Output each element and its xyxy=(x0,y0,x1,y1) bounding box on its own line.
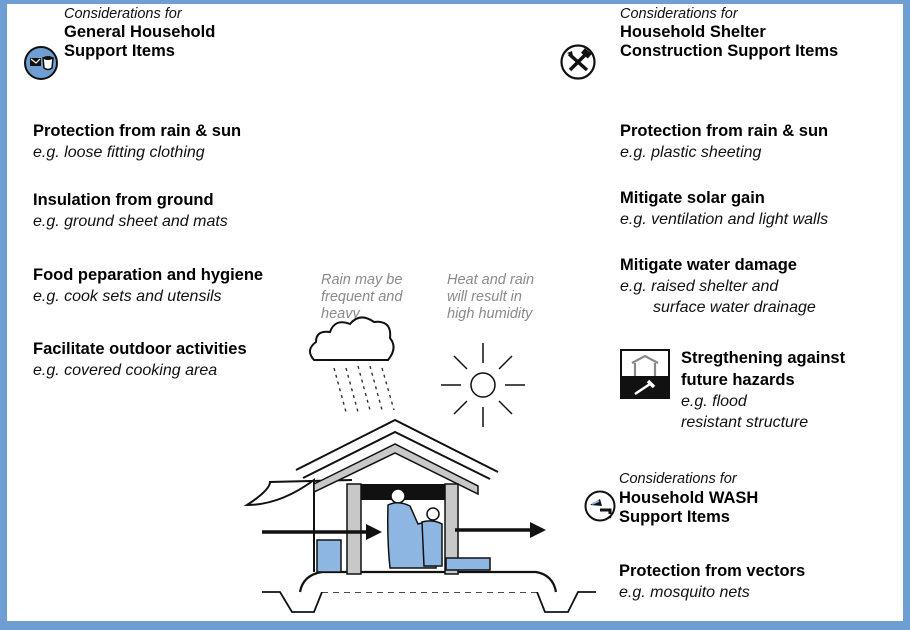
item-title: Mitigate solar gain xyxy=(620,189,765,207)
airflow-arrow xyxy=(262,522,546,540)
wash-icon xyxy=(584,490,616,522)
rain-note-line1: Rain may be xyxy=(321,272,403,288)
left-item-3: Food peparation and hygiene e.g. cook se… xyxy=(33,264,263,307)
wash-header-line1: Household WASH xyxy=(619,489,759,507)
sun-icon xyxy=(441,343,525,427)
item-title: Protection from rain & sun xyxy=(33,122,242,140)
hazard-example-line1: e.g. flood xyxy=(681,393,747,410)
heat-note-line1: Heat and rain xyxy=(447,272,535,288)
item-example-cont: surface water drainage xyxy=(653,299,816,316)
left-item-4: Facilitate outdoor activities e.g. cover… xyxy=(33,338,247,381)
people-icon xyxy=(387,488,491,571)
shelter-roof xyxy=(295,418,499,496)
hazard-item: Stregthening against future hazards e.g.… xyxy=(681,347,845,433)
item-title: Facilitate outdoor activities xyxy=(33,340,247,358)
item-title: Food peparation and hygiene xyxy=(33,266,264,284)
household-items-icon xyxy=(24,46,58,80)
item-example: e.g. cook sets and utensils xyxy=(33,288,222,305)
left-header-italic: Considerations for xyxy=(64,6,182,22)
left-post xyxy=(346,483,362,575)
hazard-title-line2: future hazards xyxy=(681,371,795,389)
rain-cloud-icon xyxy=(309,316,395,413)
side-sheet xyxy=(243,478,353,572)
wash-item: Protection from vectors e.g. mosquito ne… xyxy=(619,560,805,603)
right-header-line2: Construction Support Items xyxy=(620,42,839,60)
ground xyxy=(262,570,596,613)
item-example: e.g. ventilation and light walls xyxy=(620,211,829,228)
left-item-2: Insulation from ground e.g. ground sheet… xyxy=(33,189,228,232)
hazard-strengthening-icon xyxy=(620,349,670,399)
right-header-line1: Household Shelter xyxy=(620,23,766,41)
item-example: e.g. covered cooking area xyxy=(33,362,218,379)
wash-header-line2: Support Items xyxy=(619,508,730,526)
item-example: e.g. ground sheet and mats xyxy=(33,213,228,230)
rain-note-line3: heavy xyxy=(321,306,360,322)
rain-note: Rain may be frequent and heavy xyxy=(321,272,402,323)
heat-note: Heat and rain will result in high humidi… xyxy=(447,272,534,323)
storage-box xyxy=(316,539,342,573)
left-item-1: Protection from rain & sun e.g. loose fi… xyxy=(33,120,241,163)
right-item-2: Mitigate solar gain e.g. ventilation and… xyxy=(620,187,828,230)
right-header-italic: Considerations for xyxy=(620,6,738,22)
left-header-line1: General Household xyxy=(64,23,216,41)
rain-note-line2: frequent and xyxy=(321,289,403,305)
item-title: Mitigate water damage xyxy=(620,256,797,274)
item-example: e.g. mosquito nets xyxy=(619,584,750,601)
hazard-title-line1: Stregthening against xyxy=(681,349,846,367)
item-title: Protection from rain & sun xyxy=(620,122,829,140)
right-item-3: Mitigate water damage e.g. raised shelte… xyxy=(620,254,816,318)
left-header-line2: Support Items xyxy=(64,42,175,60)
item-title: Protection from vectors xyxy=(619,562,806,580)
item-example: e.g. raised shelter and xyxy=(620,278,779,295)
heat-note-line2: will result in xyxy=(447,289,522,305)
item-example: e.g. loose fitting clothing xyxy=(33,144,205,161)
tools-icon xyxy=(560,44,596,80)
item-title: Insulation from ground xyxy=(33,191,214,209)
wash-header-italic: Considerations for xyxy=(619,471,737,487)
item-example: e.g. plastic sheeting xyxy=(620,144,762,161)
right-item-1: Protection from rain & sun e.g. plastic … xyxy=(620,120,828,163)
hazard-example-line2: resistant structure xyxy=(681,414,809,431)
heat-note-line3: high humidity xyxy=(447,306,533,322)
